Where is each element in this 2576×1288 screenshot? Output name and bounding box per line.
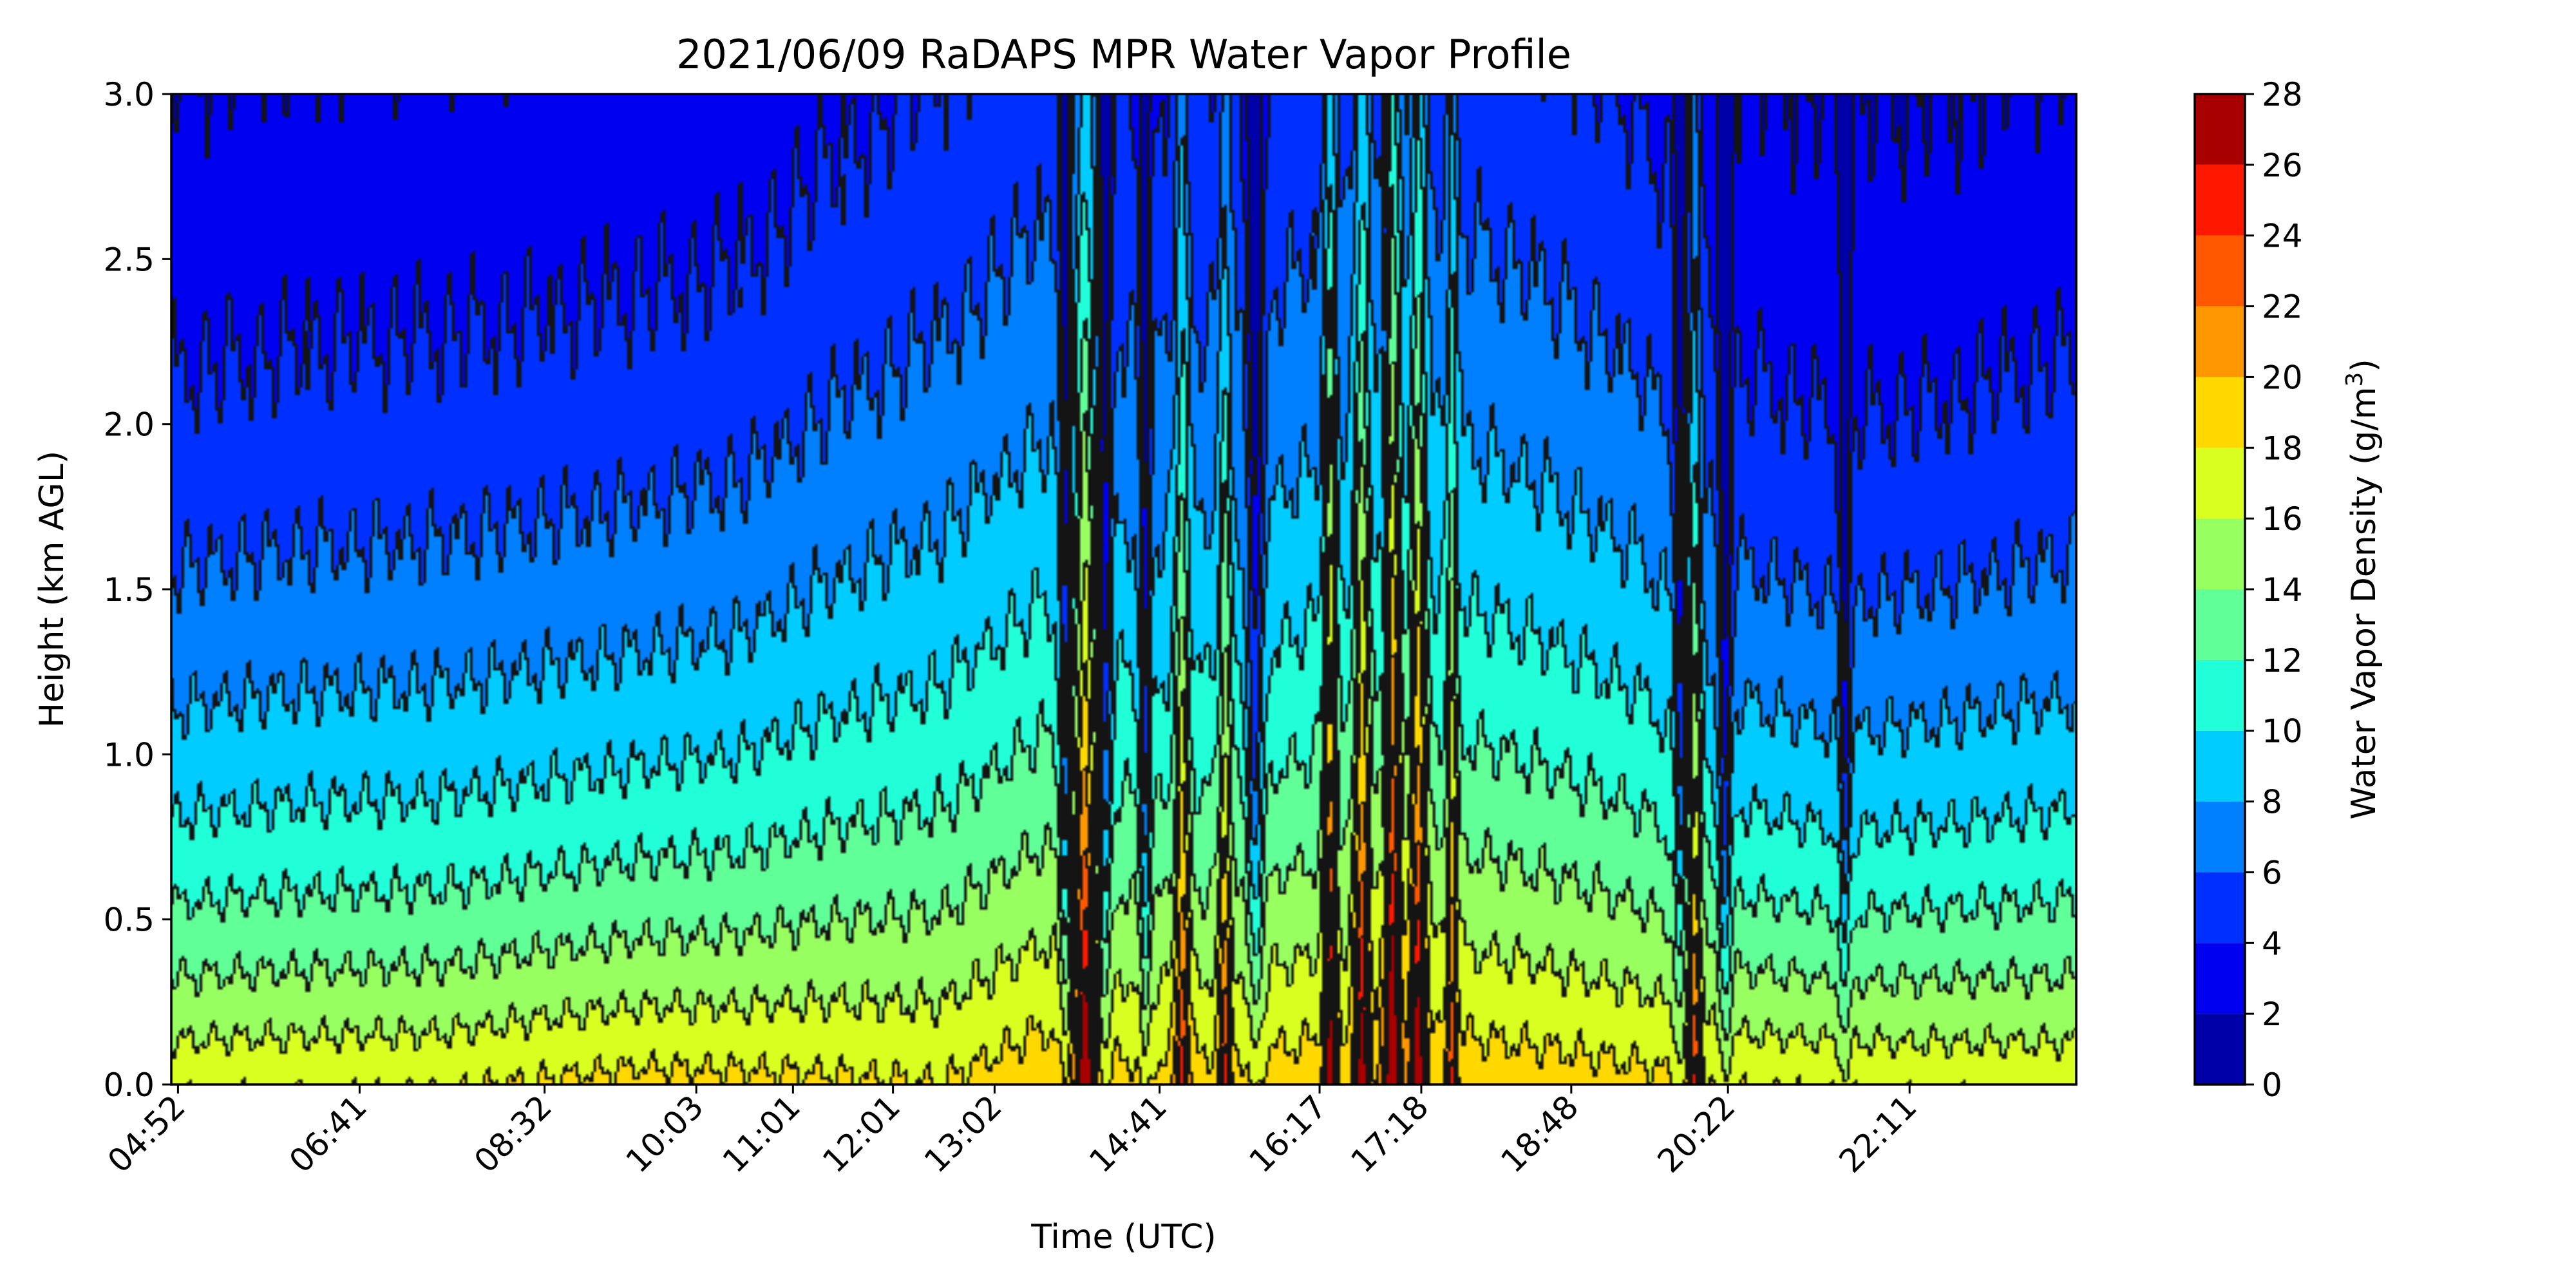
water-vapor-density-field — [171, 94, 2076, 1084]
colorbar-tick-label: 20 — [2262, 359, 2303, 396]
colorbar-tick-label: 8 — [2262, 784, 2282, 821]
x-axis-label: Time (UTC) — [1030, 1218, 1216, 1256]
x-tick-label: 13:02 — [917, 1088, 1009, 1180]
colorbar-segment — [2195, 377, 2245, 448]
y-tick-label: 1.5 — [103, 571, 155, 609]
colorbar-label-superscript: 3 — [2342, 372, 2368, 387]
colorbar-tick-label: 14 — [2262, 571, 2303, 609]
x-tick-label: 18:48 — [1493, 1088, 1586, 1180]
colorbar-tick-label: 28 — [2262, 76, 2303, 113]
colorbar-tick-label: 4 — [2262, 925, 2282, 962]
y-tick-label: 3.0 — [103, 76, 155, 113]
colorbar-segment — [2195, 730, 2245, 802]
colorbar-segment — [2195, 872, 2245, 943]
colorbar-tick-label: 6 — [2262, 854, 2282, 891]
y-axis-label: Height (km AGL) — [33, 451, 71, 728]
colorbar-tick-label: 12 — [2262, 642, 2303, 679]
x-tick-label: 10:03 — [619, 1088, 711, 1180]
x-tick-label: 08:32 — [467, 1088, 559, 1180]
x-tick-label: 14:41 — [1082, 1088, 1174, 1180]
colorbar-segment — [2195, 94, 2245, 165]
x-tick-label: 17:18 — [1344, 1088, 1436, 1180]
colorbar-segment — [2195, 235, 2245, 307]
x-tick-label: 11:01 — [715, 1088, 808, 1180]
y-tick-label: 1.0 — [103, 736, 155, 773]
colorbar-tick-label: 10 — [2262, 713, 2303, 750]
y-axis: 0.0 0.5 1.0 1.5 2.0 2.5 3.0 — [103, 76, 171, 1104]
x-tick-label: 22:11 — [1832, 1088, 1924, 1180]
x-tick-label: 06:41 — [282, 1088, 374, 1180]
colorbar-segment — [2195, 306, 2245, 377]
colorbar-segment — [2195, 943, 2245, 1014]
y-tick-label: 0.0 — [103, 1066, 155, 1104]
chart-title: 2021/06/09 RaDAPS MPR Water Vapor Profil… — [676, 31, 1571, 78]
colorbar-segment — [2195, 589, 2245, 660]
colorbar-tick-label: 22 — [2262, 289, 2303, 326]
colorbar-label-main: Water Vapor Density (g/m — [2345, 387, 2383, 820]
colorbar-segment — [2195, 448, 2245, 519]
colorbar-label: Water Vapor Density (g/m3) — [2342, 359, 2384, 819]
colorbar-tick-label: 16 — [2262, 500, 2303, 538]
colorbar-segment — [2195, 801, 2245, 873]
y-tick-label: 2.5 — [103, 241, 155, 278]
y-tick-label: 2.0 — [103, 406, 155, 444]
plot-area — [170, 93, 2078, 1086]
x-tick-label: 12:01 — [815, 1088, 907, 1180]
colorbar-tick-label: 26 — [2262, 147, 2303, 184]
x-axis: 04:52 06:41 08:32 10:03 11:01 12:01 13:02 14:41… — [100, 1084, 1924, 1180]
y-tick-label: 0.5 — [103, 902, 155, 939]
colorbar-tick-label: 18 — [2262, 430, 2303, 467]
colorbar-segment — [2195, 164, 2245, 236]
colorbar-segment — [2195, 1014, 2245, 1084]
colorbar-segment — [2195, 659, 2245, 731]
colorbar-tick-label: 2 — [2262, 996, 2282, 1033]
colorbar-tick-label: 0 — [2262, 1066, 2282, 1104]
colorbar-label-suffix: ) — [2345, 359, 2383, 372]
colorbar-tick-label: 24 — [2262, 218, 2303, 255]
colorbar-segment — [2195, 518, 2245, 589]
x-tick-label: 20:22 — [1651, 1088, 1743, 1180]
x-tick-label: 16:17 — [1242, 1088, 1334, 1180]
